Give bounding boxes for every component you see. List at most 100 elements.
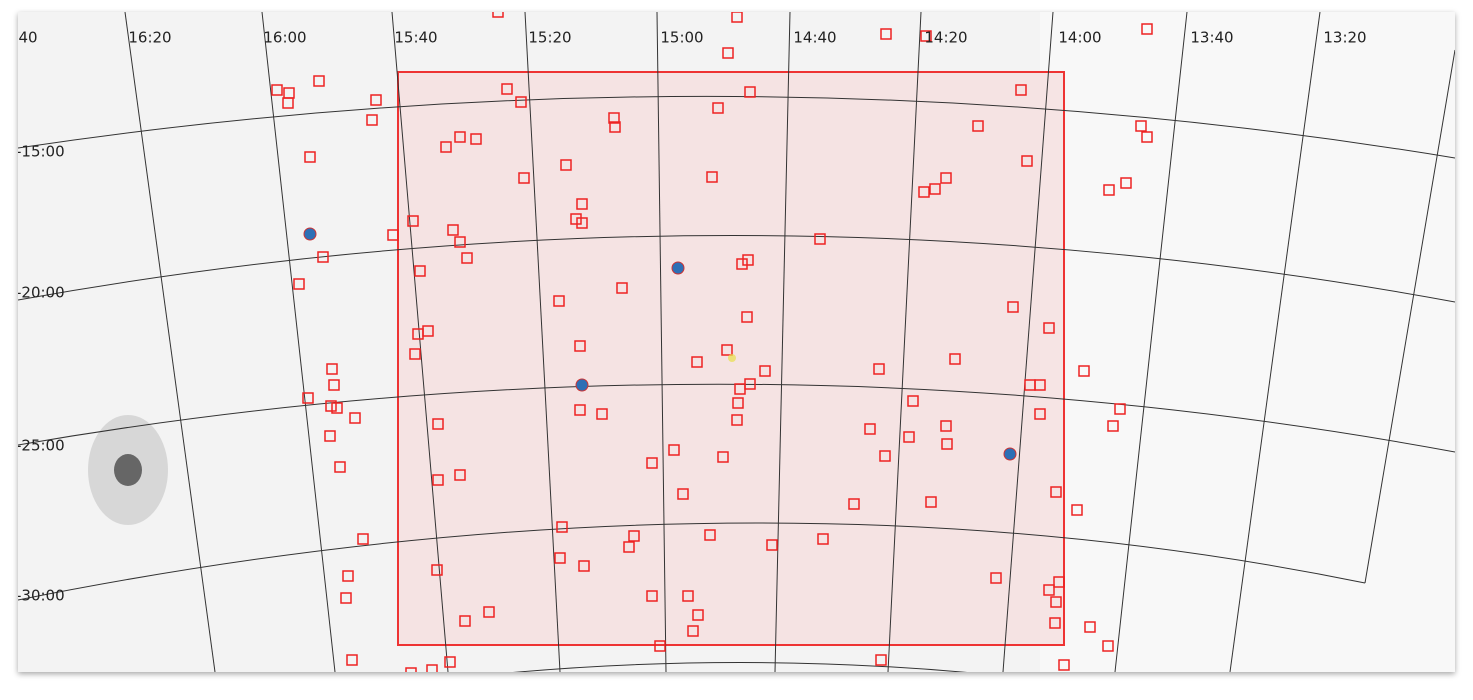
source-marker bbox=[682, 590, 694, 602]
source-marker bbox=[814, 233, 826, 245]
source-marker bbox=[518, 172, 530, 184]
ra-label: 13:20 bbox=[1323, 29, 1366, 47]
target-marker bbox=[671, 261, 685, 275]
source-marker bbox=[875, 654, 887, 666]
source-marker bbox=[454, 469, 466, 481]
source-marker bbox=[317, 251, 329, 263]
source-marker bbox=[346, 654, 358, 666]
center-marker bbox=[728, 354, 736, 362]
map-content: 40 16:20 16:00 15:40 15:20 15:00 14:40 14:20 14:… bbox=[16, 12, 1455, 672]
source-marker bbox=[609, 121, 621, 133]
dec-label: -25:00 bbox=[16, 437, 65, 455]
source-marker bbox=[677, 488, 689, 500]
source-marker bbox=[940, 172, 952, 184]
source-marker bbox=[731, 414, 743, 426]
source-marker bbox=[1049, 617, 1061, 629]
ra-line bbox=[1229, 12, 1321, 672]
source-marker bbox=[515, 96, 527, 108]
source-marker bbox=[1102, 640, 1114, 652]
ra-line bbox=[261, 12, 336, 672]
source-marker bbox=[454, 236, 466, 248]
source-marker bbox=[553, 295, 565, 307]
source-marker bbox=[447, 224, 459, 236]
source-marker bbox=[366, 114, 378, 126]
source-marker bbox=[736, 258, 748, 270]
source-marker bbox=[325, 400, 337, 412]
source-marker bbox=[342, 570, 354, 582]
target-marker bbox=[1003, 447, 1017, 461]
source-marker bbox=[1103, 184, 1115, 196]
source-marker bbox=[1043, 584, 1055, 596]
dec-line bbox=[18, 235, 1455, 303]
source-marker bbox=[1141, 23, 1153, 35]
source-marker bbox=[941, 438, 953, 450]
source-marker bbox=[501, 83, 513, 95]
source-marker bbox=[304, 151, 316, 163]
dec-label: -15:00 bbox=[16, 143, 65, 161]
source-marker bbox=[1034, 379, 1046, 391]
source-marker bbox=[302, 392, 314, 404]
source-marker bbox=[744, 378, 756, 390]
source-marker bbox=[1058, 659, 1070, 671]
source-marker bbox=[1043, 322, 1055, 334]
source-marker bbox=[340, 592, 352, 604]
source-marker bbox=[578, 560, 590, 572]
source-marker bbox=[370, 94, 382, 106]
dec-line bbox=[18, 95, 1455, 159]
background-light bbox=[1040, 12, 1455, 672]
source-marker bbox=[704, 529, 716, 541]
source-marker bbox=[357, 533, 369, 545]
ra-line bbox=[774, 12, 791, 672]
source-marker bbox=[576, 198, 588, 210]
source-marker bbox=[432, 418, 444, 430]
source-marker bbox=[732, 397, 744, 409]
ra-label: 15:40 bbox=[394, 29, 437, 47]
source-marker bbox=[440, 141, 452, 153]
dec-line bbox=[18, 522, 1366, 601]
source-marker bbox=[712, 102, 724, 114]
ra-line bbox=[1114, 12, 1188, 672]
ra-line bbox=[391, 12, 449, 672]
source-marker bbox=[459, 615, 471, 627]
source-marker bbox=[721, 344, 733, 356]
source-marker bbox=[925, 496, 937, 508]
source-marker bbox=[873, 363, 885, 375]
source-marker bbox=[920, 30, 932, 42]
source-marker bbox=[918, 186, 930, 198]
source-marker bbox=[691, 356, 703, 368]
source-marker bbox=[692, 609, 704, 621]
source-marker bbox=[328, 379, 340, 391]
source-marker bbox=[766, 539, 778, 551]
source-marker bbox=[444, 656, 456, 668]
coordinate-grid bbox=[18, 12, 1455, 672]
source-marker bbox=[1120, 177, 1132, 189]
ra-label: 15:20 bbox=[528, 29, 571, 47]
source-marker bbox=[616, 282, 628, 294]
ra-label: 16:00 bbox=[263, 29, 306, 47]
ra-line bbox=[524, 12, 561, 672]
ra-line bbox=[887, 12, 922, 672]
source-marker bbox=[879, 450, 891, 462]
source-marker bbox=[331, 402, 343, 414]
target-marker bbox=[303, 227, 317, 241]
source-marker bbox=[929, 183, 941, 195]
source-marker bbox=[313, 75, 325, 87]
dec-line bbox=[513, 662, 967, 672]
source-marker bbox=[628, 530, 640, 542]
source-marker bbox=[646, 457, 658, 469]
source-marker bbox=[422, 325, 434, 337]
source-marker bbox=[326, 363, 338, 375]
source-marker bbox=[1007, 301, 1019, 313]
source-marker bbox=[432, 474, 444, 486]
ra-label: 15:00 bbox=[660, 29, 703, 47]
source-marker bbox=[431, 564, 443, 576]
source-marker bbox=[282, 97, 294, 109]
source-marker bbox=[903, 431, 915, 443]
source-marker bbox=[717, 451, 729, 463]
source-marker bbox=[414, 265, 426, 277]
source-marker bbox=[940, 420, 952, 432]
source-marker bbox=[454, 131, 466, 143]
ra-label: 14:00 bbox=[1058, 29, 1101, 47]
